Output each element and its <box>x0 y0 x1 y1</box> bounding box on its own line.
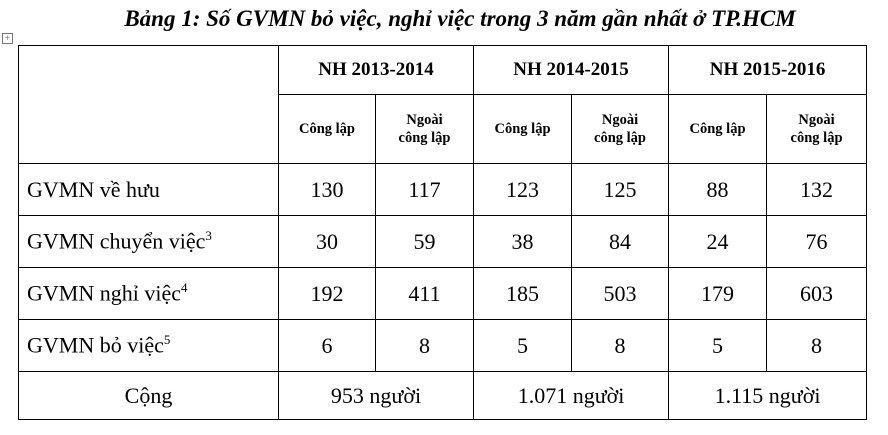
row-label-cell: GVMN nghỉ việc4 <box>18 267 279 320</box>
value-cell: 5 <box>473 319 573 372</box>
value-cell: 5 <box>668 319 768 372</box>
subheader: Ngoài công lập <box>790 112 843 146</box>
corner-cell <box>18 45 279 164</box>
table: NH 2013-2014 NH 2014-2015 NH 2015-2016 Công… <box>18 45 868 420</box>
row-label: GVMN bỏ việc <box>27 332 164 358</box>
row-label: GVMN về hưu <box>27 176 160 202</box>
footnote-marker: 3 <box>205 228 212 244</box>
subheader-row: Công lập Ngoài công lập Công lập Ngoài công… <box>19 94 868 164</box>
subheader-cell: Công lập <box>473 94 573 164</box>
value-cell: 117 <box>374 163 475 216</box>
subheader-cell: Công lập <box>668 94 768 164</box>
row-label-cell: GVMN về hưu <box>18 163 279 216</box>
footnote-marker: 5 <box>163 332 171 348</box>
value-cell: 503 <box>571 267 670 320</box>
value-cell: 179 <box>668 267 768 320</box>
value-cell: 130 <box>278 163 376 216</box>
group-header: NH 2014-2015 <box>473 45 670 95</box>
value-cell: 88 <box>668 163 768 216</box>
header-row: NH 2013-2014 NH 2014-2015 NH 2015-2016 <box>18 45 868 164</box>
value-cell: 30 <box>278 215 376 268</box>
data-row: GVMN chuyển việc3 30 59 38 84 24 76 <box>18 215 868 268</box>
subheader: Công lập <box>494 121 551 137</box>
row-label-cell: GVMN chuyển việc3 <box>18 215 279 268</box>
value-cell: 603 <box>766 267 868 320</box>
data-row: GVMN về hưu 130 117 123 125 88 132 <box>18 163 868 216</box>
subheader: Ngoài công lập <box>398 112 451 146</box>
row-label-cell: GVMN bỏ việc5 <box>18 319 279 372</box>
subheader-cell: Ngoài công lập <box>571 94 670 164</box>
value-cell: 8 <box>571 319 670 372</box>
row-label: GVMN nghỉ việc <box>27 280 181 306</box>
data-row: GVMN nghỉ việc4 192 411 185 503 179 603 <box>18 267 868 320</box>
group-header: NH 2015-2016 <box>668 45 868 95</box>
total-value: 953 người <box>277 371 475 420</box>
value-cell: 38 <box>473 215 573 268</box>
value-cell: 132 <box>766 163 868 216</box>
subheader-cell: Ngoài công lập <box>766 94 868 164</box>
value-cell: 8 <box>766 319 868 372</box>
subheader-cell: Ngoài công lập <box>374 94 475 164</box>
value-cell: 6 <box>278 319 376 372</box>
data-row: GVMN bỏ việc5 6 8 5 8 5 8 <box>18 319 868 372</box>
total-row: Cộng 953 người 1.071 người 1.115 người <box>18 371 868 420</box>
total-label: Cộng <box>18 371 279 420</box>
value-cell: 84 <box>571 215 670 268</box>
group-header: NH 2013-2014 <box>277 45 475 95</box>
value-cell: 125 <box>571 163 670 216</box>
total-value: 1.115 người <box>668 371 868 420</box>
value-cell: 59 <box>374 215 475 268</box>
subheader-cell: Công lập <box>278 94 376 164</box>
subheader: Ngoài công lập <box>594 112 646 146</box>
value-cell: 24 <box>668 215 768 268</box>
value-cell: 411 <box>374 267 475 320</box>
footnote-marker: 4 <box>180 280 188 296</box>
total-value: 1.071 người <box>473 371 670 420</box>
value-cell: 76 <box>766 215 868 268</box>
value-cell: 123 <box>473 163 573 216</box>
subheader: Công lập <box>689 121 746 137</box>
subheader: Công lập <box>298 121 355 137</box>
value-cell: 185 <box>473 267 573 320</box>
row-label: GVMN chuyển việc <box>27 228 206 254</box>
value-cell: 8 <box>374 319 475 372</box>
move-handle[interactable]: + <box>2 33 13 44</box>
title: Bảng 1: Số GVMN bỏ việc, nghỉ việc trong… <box>124 6 796 31</box>
value-cell: 192 <box>278 267 376 320</box>
